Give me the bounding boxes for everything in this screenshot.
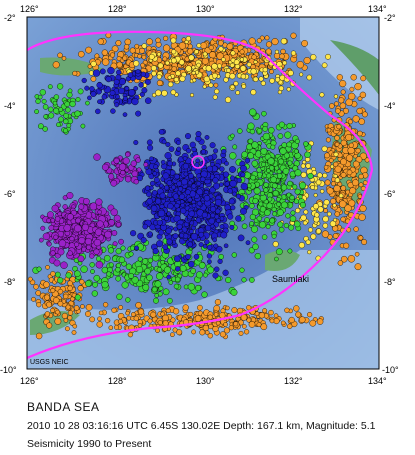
lon-tick-bottom: 128° bbox=[108, 376, 127, 386]
lat-tick-right: -10° bbox=[382, 365, 399, 375]
lon-tick-bottom: 134° bbox=[368, 376, 387, 386]
earthquake-dots bbox=[27, 32, 370, 340]
lon-tick-bottom: 130° bbox=[196, 376, 215, 386]
lat-tick-right: -4° bbox=[384, 101, 396, 111]
seismicity-map: 126° 128° 130° 132° 134° 126° 128° 130° … bbox=[0, 4, 399, 386]
lat-tick-left: -10° bbox=[0, 365, 17, 375]
lat-ticks-left: -2° -4° -6° -8° -10° bbox=[0, 13, 17, 375]
map-frame bbox=[26, 16, 380, 370]
lon-ticks-bottom: 126° 128° 130° 132° 134° bbox=[20, 376, 387, 386]
region-title: BANDA SEA bbox=[27, 400, 100, 414]
credit-label: USGS NEIC bbox=[30, 359, 69, 366]
lon-tick-bottom: 126° bbox=[20, 376, 39, 386]
lon-tick-bottom: 132° bbox=[284, 376, 303, 386]
seismicity-range: Seismicity 1990 to Present bbox=[27, 438, 152, 450]
lat-tick-right: -2° bbox=[384, 13, 396, 23]
lat-ticks-right: -2° -4° -6° -8° -10° bbox=[382, 13, 399, 375]
land-new-guinea bbox=[330, 40, 379, 95]
lon-tick-top: 128° bbox=[108, 4, 127, 14]
lon-tick-top: 132° bbox=[284, 4, 303, 14]
southern-shelf bbox=[27, 250, 379, 369]
lon-tick-top: 126° bbox=[20, 4, 39, 14]
land-tanimbar bbox=[265, 250, 300, 271]
map-svg: 126° 128° 130° 132° 134° 126° 128° 130° … bbox=[0, 4, 399, 386]
lat-tick-right: -6° bbox=[384, 189, 396, 199]
epicenter-marker bbox=[191, 155, 205, 169]
lon-tick-top: 130° bbox=[196, 4, 215, 14]
lon-ticks-top: 126° 128° 130° 132° 134° bbox=[20, 4, 387, 14]
lat-tick-left: -6° bbox=[4, 189, 16, 199]
lat-tick-left: -2° bbox=[4, 13, 16, 23]
event-details: 2010 10 28 03:16:16 UTC 6.45S 130.02E De… bbox=[27, 420, 376, 432]
plate-boundary bbox=[27, 30, 374, 360]
lat-tick-left: -4° bbox=[4, 101, 16, 111]
lat-tick-left: -8° bbox=[4, 277, 16, 287]
lon-tick-top: 134° bbox=[368, 4, 387, 14]
place-label-saumlaki: Saumlaki bbox=[272, 274, 309, 284]
lat-tick-right: -8° bbox=[384, 277, 396, 287]
